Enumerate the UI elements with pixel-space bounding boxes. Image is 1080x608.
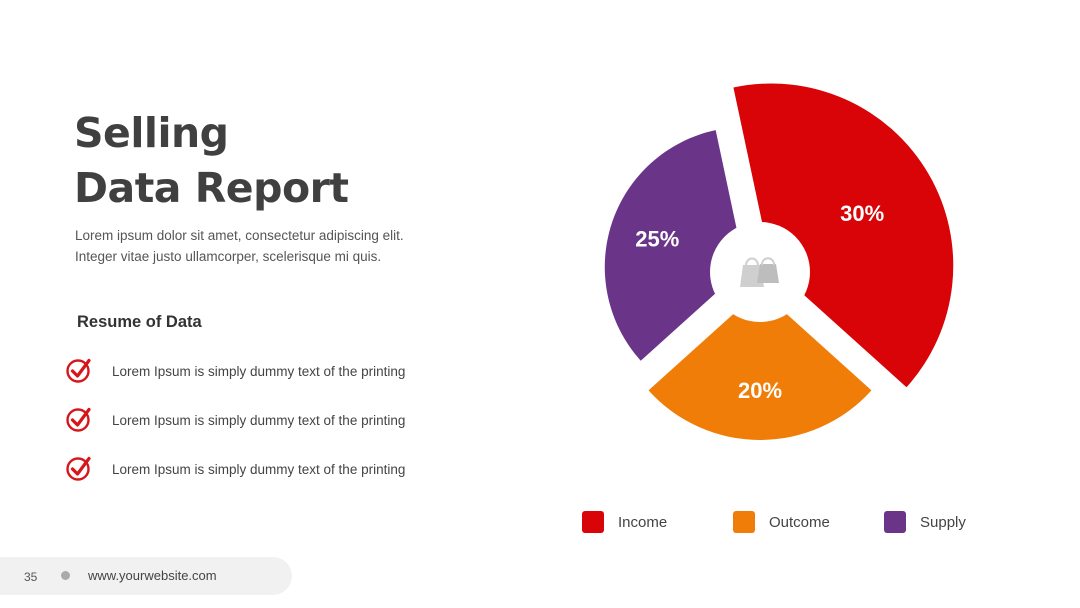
list-item-text: Lorem Ipsum is simply dummy text of the … xyxy=(112,462,406,477)
pie-data-label: 20% xyxy=(738,378,782,403)
check-circle-icon xyxy=(66,456,91,481)
check-circle-icon xyxy=(66,407,91,432)
description-line-1: Lorem ipsum dolor sit amet, consectetur … xyxy=(75,228,404,243)
list-item-text: Lorem Ipsum is simply dummy text of the … xyxy=(112,364,406,379)
title-line-2: Data Report xyxy=(74,164,349,212)
slide-title: Selling Data Report xyxy=(74,106,349,216)
website-url: www.yourwebsite.com xyxy=(88,568,217,583)
description: Lorem ipsum dolor sit amet, consectetur … xyxy=(75,225,404,267)
check-circle-icon xyxy=(66,358,91,383)
legend-swatch xyxy=(582,511,604,533)
pie-slice-income xyxy=(733,83,954,388)
description-line-2: Integer vitae justo ullamcorper, sceleri… xyxy=(75,249,382,264)
legend-label: Outcome xyxy=(769,514,830,531)
pie-slice-supply xyxy=(604,130,745,361)
legend-label: Supply xyxy=(920,514,966,531)
shopping-bags-icon xyxy=(740,257,779,287)
page-number: 35 xyxy=(24,570,38,584)
footer-bar: 35 www.yourwebsite.com xyxy=(0,557,292,595)
pie-slice-outcome xyxy=(648,290,872,441)
list-item-text: Lorem Ipsum is simply dummy text of the … xyxy=(112,413,406,428)
legend-label: Income xyxy=(618,514,668,531)
legend-swatch xyxy=(733,511,755,533)
pie-data-label: 25% xyxy=(635,227,679,252)
legend-swatch xyxy=(884,511,906,533)
footer-dot xyxy=(61,571,70,580)
chart-legend: Income Outcome Supply xyxy=(582,510,1002,536)
section-title: Resume of Data xyxy=(77,313,202,331)
title-line-1: Selling xyxy=(74,109,229,157)
pie-data-label: 30% xyxy=(840,201,884,226)
